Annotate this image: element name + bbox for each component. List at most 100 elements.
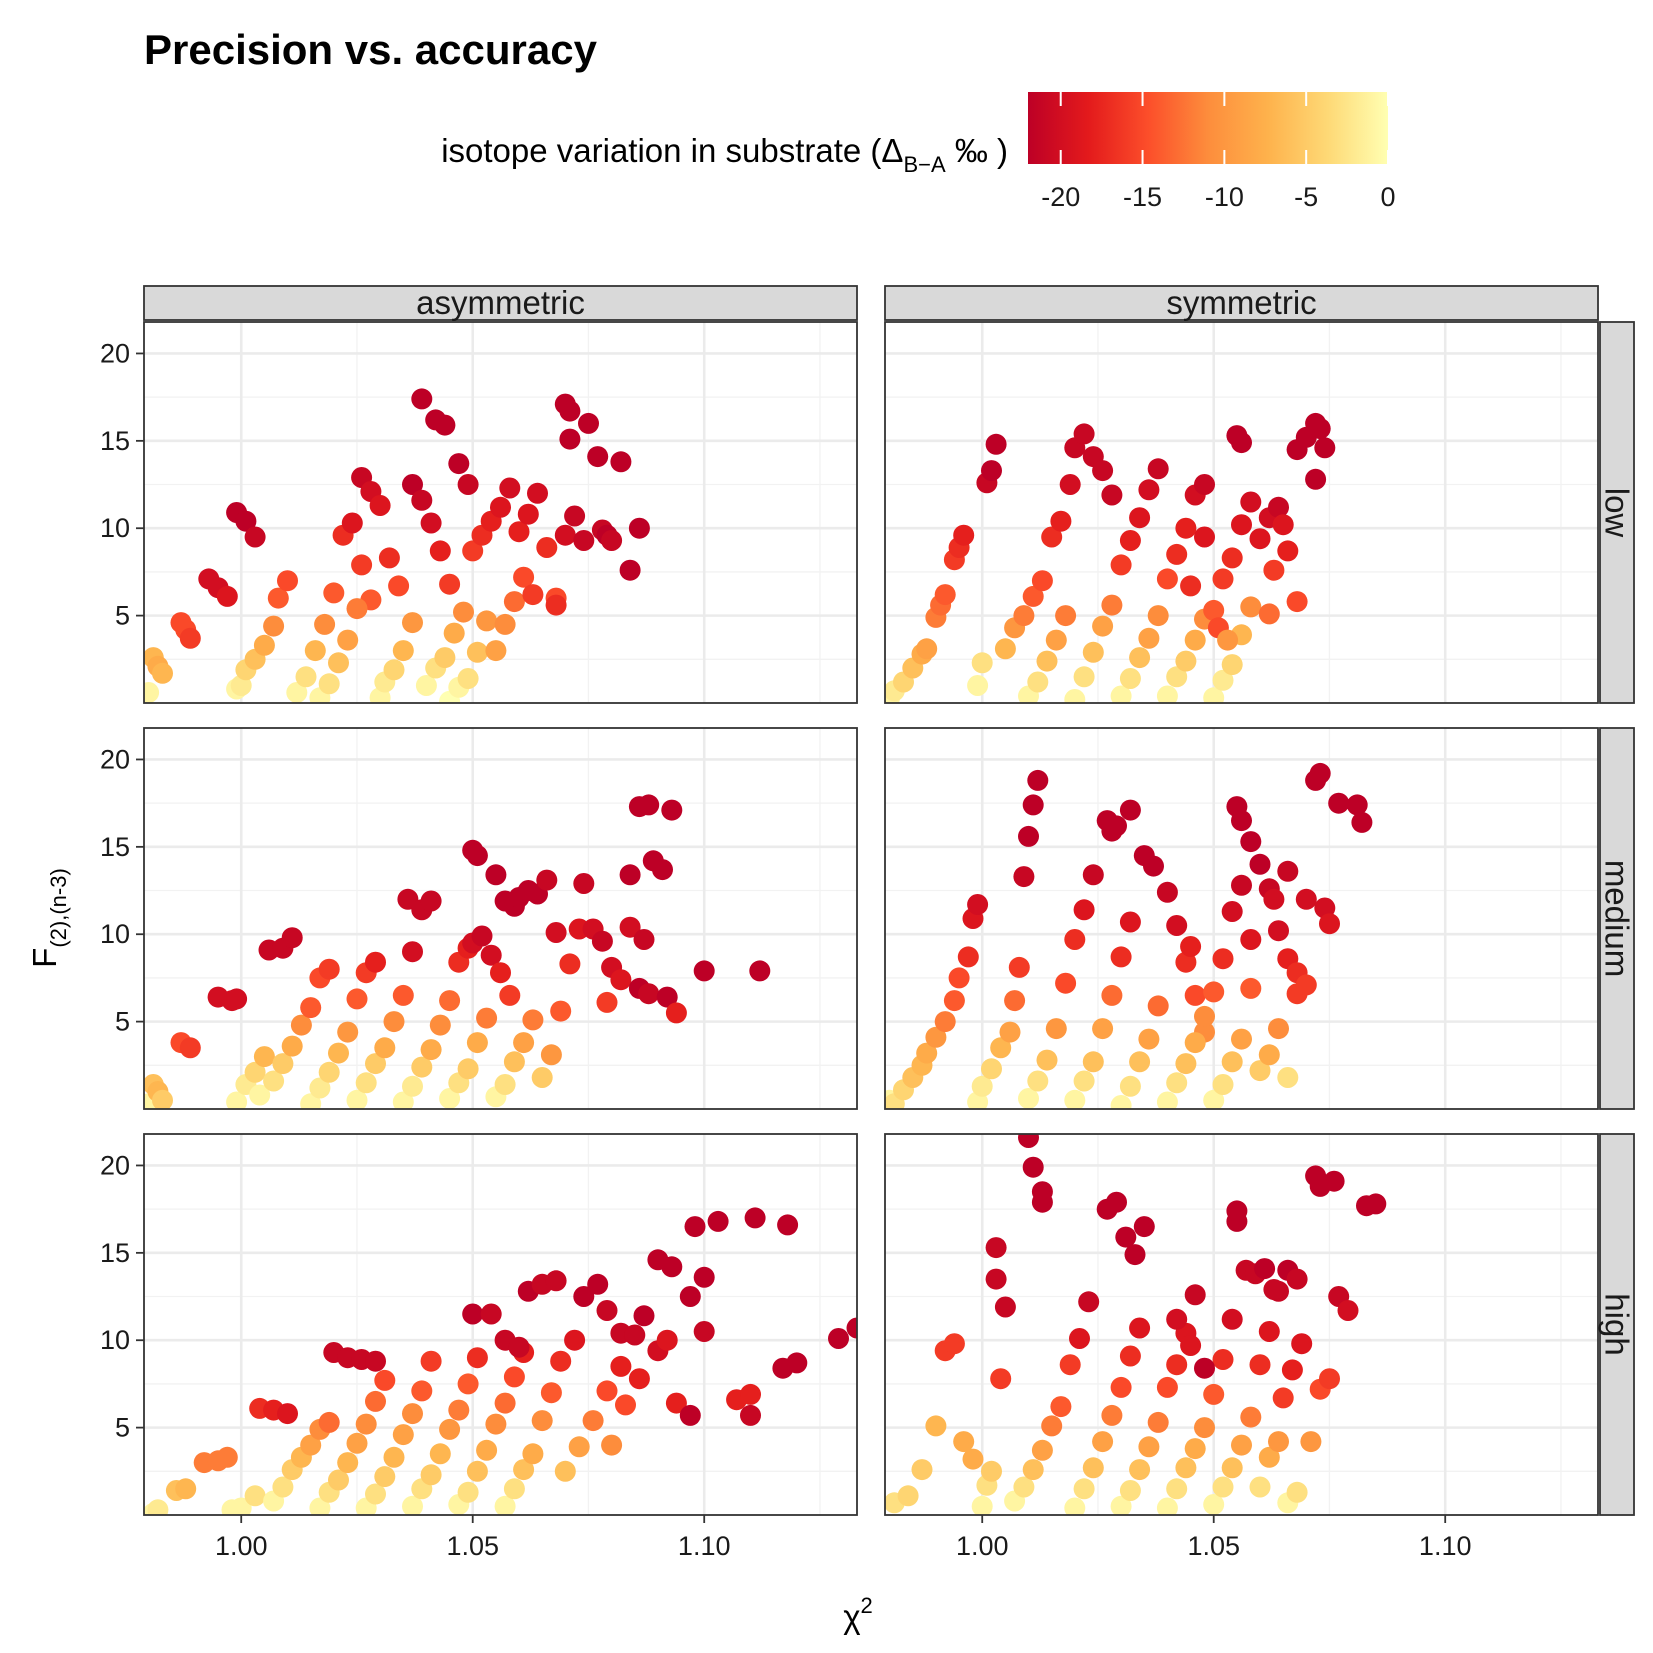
data-point bbox=[494, 613, 516, 635]
data-point bbox=[1027, 769, 1049, 791]
data-point bbox=[587, 1273, 609, 1295]
data-point bbox=[550, 1350, 572, 1372]
data-point bbox=[545, 922, 567, 943]
data-point bbox=[415, 675, 437, 696]
y-tick-label: 10 bbox=[100, 919, 130, 949]
data-point bbox=[1268, 920, 1289, 942]
strip-row-low: low bbox=[1599, 321, 1636, 704]
data-point bbox=[346, 988, 368, 1010]
x-tick-label: 1.05 bbox=[446, 1531, 499, 1561]
data-point bbox=[1180, 1335, 1202, 1356]
color-legend: isotope variation in substrate (ΔB−A ‰ )… bbox=[441, 92, 1396, 212]
data-point bbox=[1175, 1053, 1197, 1075]
data-point bbox=[1194, 1005, 1215, 1027]
data-point bbox=[457, 1481, 479, 1503]
data-point bbox=[392, 1424, 414, 1446]
data-point bbox=[916, 1042, 938, 1064]
data-point bbox=[1078, 1291, 1100, 1313]
strip-background bbox=[884, 285, 1599, 321]
data-point bbox=[911, 1459, 933, 1481]
data-point bbox=[508, 1336, 530, 1358]
data-point bbox=[953, 524, 975, 546]
data-point bbox=[1231, 432, 1252, 454]
data-point bbox=[1156, 1091, 1178, 1109]
data-point bbox=[684, 1216, 706, 1238]
data-point bbox=[244, 526, 266, 548]
data-point bbox=[1319, 1368, 1340, 1390]
data-point bbox=[1110, 1095, 1132, 1109]
data-point bbox=[1059, 1354, 1081, 1376]
data-point bbox=[1231, 1434, 1252, 1456]
data-point bbox=[1036, 650, 1058, 672]
data-point bbox=[147, 1499, 169, 1515]
data-point bbox=[610, 1355, 632, 1377]
strip-label: asymmetric bbox=[416, 284, 585, 321]
data-point bbox=[1041, 526, 1063, 548]
data-point bbox=[300, 1434, 322, 1456]
data-point bbox=[443, 622, 465, 644]
legend-title-suffix: ‰ ) bbox=[946, 132, 1008, 169]
data-point bbox=[1231, 1028, 1252, 1050]
data-point bbox=[1240, 831, 1262, 853]
data-point bbox=[318, 1411, 340, 1433]
data-point bbox=[661, 799, 683, 821]
data-point bbox=[1156, 1376, 1178, 1398]
data-point bbox=[513, 1459, 535, 1481]
data-point bbox=[1281, 1359, 1303, 1381]
data-point bbox=[1277, 540, 1299, 562]
data-point bbox=[1268, 1431, 1289, 1453]
data-point bbox=[1175, 650, 1197, 672]
data-point bbox=[1110, 1376, 1132, 1398]
data-point bbox=[1263, 559, 1285, 581]
data-point bbox=[337, 1452, 359, 1474]
data-point bbox=[152, 1089, 173, 1109]
data-point bbox=[1166, 666, 1188, 688]
data-point bbox=[517, 503, 539, 525]
data-point bbox=[1119, 1345, 1141, 1367]
y-tick-label: 15 bbox=[100, 426, 130, 456]
data-point bbox=[1045, 1018, 1067, 1040]
data-point bbox=[1041, 1415, 1063, 1437]
data-point bbox=[1166, 543, 1188, 565]
data-point bbox=[1031, 1191, 1053, 1213]
data-point bbox=[175, 1478, 197, 1500]
data-point bbox=[420, 1039, 442, 1061]
data-point bbox=[216, 1446, 238, 1468]
data-point bbox=[1055, 972, 1077, 994]
data-point bbox=[1129, 1317, 1151, 1339]
data-point bbox=[420, 1464, 442, 1486]
data-point bbox=[1217, 629, 1239, 651]
data-point bbox=[1082, 1051, 1104, 1073]
data-point bbox=[846, 1317, 857, 1339]
data-point bbox=[679, 1404, 701, 1426]
data-point bbox=[522, 1443, 544, 1465]
data-point bbox=[693, 1321, 715, 1342]
data-point bbox=[179, 1037, 201, 1059]
legend-tick-label: -10 bbox=[1205, 182, 1244, 212]
data-point bbox=[740, 1383, 761, 1405]
data-point bbox=[665, 1392, 687, 1414]
data-point bbox=[365, 1053, 386, 1075]
data-point bbox=[1221, 1051, 1243, 1073]
data-point bbox=[480, 1303, 502, 1325]
facet-panels bbox=[143, 321, 1599, 1516]
strip-background bbox=[1599, 727, 1635, 1110]
data-point bbox=[957, 946, 979, 968]
data-point bbox=[522, 584, 544, 606]
data-point bbox=[693, 960, 715, 982]
data-point bbox=[1295, 974, 1317, 996]
data-point bbox=[981, 460, 1002, 482]
data-point bbox=[1263, 1279, 1285, 1300]
data-point bbox=[216, 585, 238, 607]
data-point bbox=[1147, 995, 1169, 1017]
data-point bbox=[402, 612, 423, 634]
data-point bbox=[383, 1011, 405, 1033]
data-point bbox=[411, 1056, 433, 1078]
data-point bbox=[355, 1413, 377, 1435]
data-point bbox=[1249, 1476, 1271, 1498]
panel-points bbox=[885, 412, 1336, 703]
data-point bbox=[1129, 507, 1151, 529]
data-point bbox=[1018, 825, 1039, 847]
data-point bbox=[1101, 484, 1123, 506]
